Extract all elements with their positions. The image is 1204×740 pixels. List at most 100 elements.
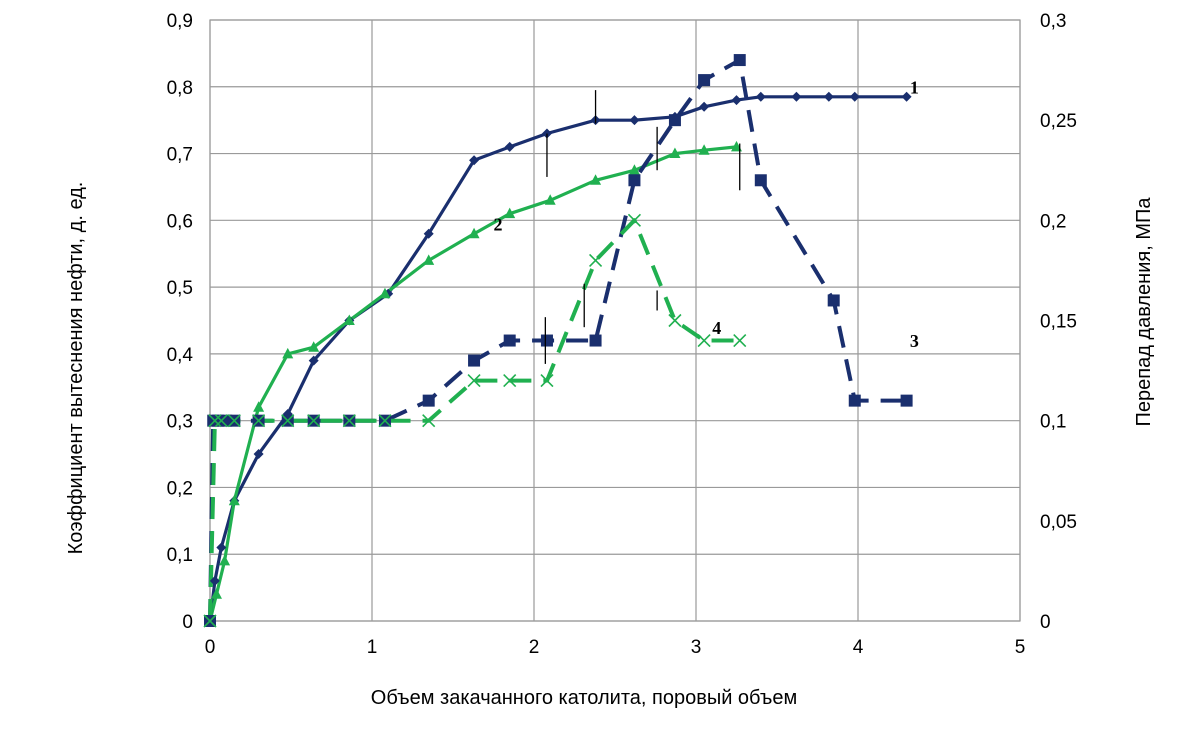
x-tick-label: 3: [691, 637, 702, 658]
y-tick-label: 0,7: [167, 145, 193, 166]
y-tick-label: 0,4: [167, 345, 194, 366]
data-point-triangle: [544, 194, 556, 205]
data-point-triangle: [669, 147, 681, 159]
series-markers: [203, 54, 913, 628]
y-tick-label: 0: [182, 612, 193, 633]
data-point-triangle: [308, 341, 320, 352]
data-point-diamond: [755, 91, 766, 102]
series-label-2: 2: [494, 214, 503, 234]
series-labels: 1 2 3 4: [494, 77, 919, 351]
y-tick-label: 0,2: [167, 478, 193, 499]
data-point-cross: [208, 414, 222, 428]
data-point-triangle: [468, 227, 480, 239]
data-point-square: [848, 394, 861, 407]
y-tick-label: 0,8: [167, 78, 193, 99]
data-point-cross: [252, 414, 266, 428]
data-point-cross: [733, 333, 747, 348]
data-point-cross: [342, 414, 356, 428]
data-point-cross: [540, 374, 554, 388]
x-tick-label: 2: [529, 637, 540, 658]
y2-tick-label: 0,25: [1040, 111, 1077, 132]
data-point-cross: [281, 414, 295, 428]
data-point-cross: [227, 414, 241, 428]
data-point-diamond: [823, 91, 834, 102]
y-tick-label: 0,1: [167, 545, 193, 566]
annotations: [544, 90, 741, 364]
data-point-diamond: [469, 155, 480, 166]
data-point-cross: [378, 414, 392, 428]
data-point-square: [540, 334, 553, 347]
y-tick-label: 0,9: [167, 11, 193, 32]
data-point-triangle: [698, 144, 710, 155]
data-point-diamond: [791, 91, 802, 102]
data-point-cross: [697, 333, 711, 348]
plot-border: [209, 19, 1021, 622]
series-lines: [208, 58, 907, 622]
data-point-diamond: [731, 95, 742, 106]
y2-tick-label: 0,15: [1040, 312, 1077, 333]
data-point-cross: [503, 374, 517, 388]
y-tick-label: 0,5: [167, 278, 193, 299]
data-point-cross: [422, 414, 436, 428]
data-point-triangle: [343, 314, 355, 325]
y2-tick-label: 0: [1040, 612, 1051, 633]
tick-labels: 0 1 2 3 4 500,10,20,30,40,50,60,70,80,900,050…: [167, 11, 1077, 658]
y-tick-label: 0,3: [167, 412, 193, 433]
x-tick-label: 5: [1015, 637, 1026, 658]
data-point-square: [900, 394, 913, 407]
data-point-diamond: [901, 91, 912, 102]
series-line-3: [208, 58, 907, 622]
data-point-diamond: [216, 542, 227, 553]
data-point-diamond: [849, 91, 860, 102]
y2-tick-label: 0,3: [1040, 11, 1066, 32]
data-point-cross: [668, 313, 682, 328]
data-point-triangle: [590, 174, 602, 185]
data-point-diamond: [629, 115, 640, 126]
data-point-triangle: [379, 287, 391, 299]
data-point-triangle: [253, 401, 265, 412]
x-tick-label: 1: [367, 637, 378, 658]
data-point-cross: [307, 414, 321, 428]
data-point-square: [754, 174, 767, 187]
data-point-diamond: [699, 101, 710, 112]
x-tick-label: 4: [853, 637, 864, 658]
data-point-triangle: [504, 207, 516, 219]
data-point-square: [698, 74, 711, 87]
data-point-triangle: [423, 254, 435, 265]
data-point-cross: [203, 614, 217, 628]
data-point-diamond: [209, 575, 220, 586]
x-tick-label: 0: [205, 637, 216, 658]
data-point-square: [733, 54, 746, 67]
data-point-square: [422, 394, 435, 407]
y2-tick-label: 0,1: [1040, 412, 1066, 433]
data-point-diamond: [504, 141, 515, 152]
data-point-diamond: [423, 228, 434, 239]
data-point-square: [668, 114, 681, 127]
data-point-square: [589, 334, 602, 347]
data-point-cross: [214, 414, 228, 428]
data-point-diamond: [308, 355, 319, 366]
y2-tick-label: 0,05: [1040, 512, 1077, 533]
data-point-triangle: [219, 554, 231, 566]
data-point-square: [503, 334, 516, 347]
data-point-triangle: [210, 588, 222, 599]
data-point-triangle: [228, 494, 240, 506]
series-label-3: 3: [910, 331, 919, 351]
y-axis-title: Коэффициент вытеснения нефти, д. ед.: [65, 182, 87, 555]
data-point-square: [468, 354, 481, 367]
grid: [209, 19, 1021, 622]
y2-axis-title: Перепад давления, МПа: [1133, 197, 1155, 427]
series-label-1: 1: [910, 77, 919, 97]
data-point-cross: [467, 374, 481, 388]
y-tick-label: 0,6: [167, 211, 193, 232]
data-point-diamond: [253, 449, 264, 460]
data-point-square: [827, 294, 840, 307]
data-point-cross: [627, 213, 642, 227]
data-point-square: [628, 174, 641, 187]
series-line-2: [208, 145, 737, 622]
data-point-triangle: [282, 347, 294, 359]
x-axis-title: Объем закачанного католита, поровый объе…: [371, 687, 797, 709]
data-point-triangle: [628, 164, 640, 175]
y2-tick-label: 0,2: [1040, 211, 1066, 232]
